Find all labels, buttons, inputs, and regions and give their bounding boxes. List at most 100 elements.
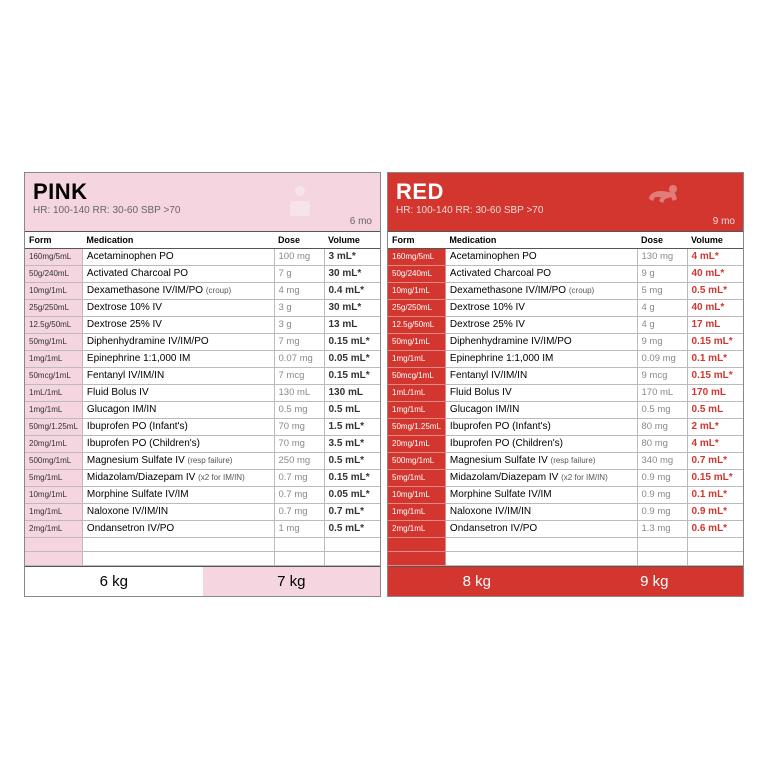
cell-volume: 0.15 mL* <box>324 367 380 384</box>
cell-dose: 100 mg <box>274 248 324 265</box>
table-row: 1mg/1mLEpinephrine 1:1,000 IM0.07 mg0.05… <box>25 350 380 367</box>
cell-volume: 0.5 mL* <box>324 452 380 469</box>
cell-dose: 9 mcg <box>637 367 687 384</box>
cell-dose: 0.7 mg <box>274 503 324 520</box>
cell-volume: 0.15 mL* <box>324 469 380 486</box>
cell-medication: Activated Charcoal PO <box>82 265 274 282</box>
cell-volume: 0.5 mL <box>687 401 743 418</box>
cell-dose: 0.07 mg <box>274 350 324 367</box>
cell-volume: 0.1 mL* <box>687 350 743 367</box>
cell-dose: 340 mg <box>637 452 687 469</box>
cell-medication: Fluid Bolus IV <box>445 384 637 401</box>
cell-form: 5mg/1mL <box>25 469 82 486</box>
cell-form: 20mg/1mL <box>388 435 445 452</box>
cell-volume: 30 mL* <box>324 265 380 282</box>
table-row: 1mg/1mLGlucagon IM/IN0.5 mg0.5 mL <box>388 401 743 418</box>
cell-form: 160mg/5mL <box>25 248 82 265</box>
cell-form: 1mg/1mL <box>388 503 445 520</box>
cell-volume: 0.7 mL* <box>324 503 380 520</box>
table-row: 500mg/1mLMagnesium Sulfate IV (resp fail… <box>25 452 380 469</box>
col-medication: Medication <box>445 231 637 248</box>
cell-form: 1mg/1mL <box>25 503 82 520</box>
cell-form: 50mg/1.25mL <box>388 418 445 435</box>
cell-volume: 4 mL* <box>687 248 743 265</box>
cell-dose: 3 g <box>274 299 324 316</box>
cell-medication: Dextrose 25% IV <box>82 316 274 333</box>
cell-medication: Ondansetron IV/PO <box>82 520 274 537</box>
cell-medication: Activated Charcoal PO <box>445 265 637 282</box>
table-row: 5mg/1mLMidazolam/Diazepam IV (x2 for IM/… <box>25 469 380 486</box>
dosing-card: PINK HR: 100-140 RR: 30-60 SBP >70 6 mo … <box>24 172 744 597</box>
infant-icon <box>280 181 320 221</box>
cell-form: 50mg/1.25mL <box>25 418 82 435</box>
table-row: 160mg/5mLAcetaminophen PO130 mg4 mL* <box>388 248 743 265</box>
table-row: 50mg/1mLDiphenhydramine IV/IM/PO9 mg0.15… <box>388 333 743 350</box>
footer-red: 8 kg 9 kg <box>388 566 743 596</box>
crawling-baby-icon <box>643 181 683 221</box>
age-label: 6 mo <box>350 216 372 227</box>
table-row-blank <box>388 551 743 565</box>
cell-medication: Ibuprofen PO (Children's) <box>82 435 274 452</box>
table-row: 25g/250mLDextrose 10% IV3 g30 mL* <box>25 299 380 316</box>
table-row-blank <box>388 537 743 551</box>
cell-volume: 0.5 mL* <box>687 282 743 299</box>
cell-medication: Fentanyl IV/IM/IN <box>82 367 274 384</box>
cell-dose: 1.3 mg <box>637 520 687 537</box>
cell-form: 10mg/1mL <box>388 282 445 299</box>
cell-dose: 7 mg <box>274 333 324 350</box>
cell-volume: 3 mL* <box>324 248 380 265</box>
cell-volume: 0.9 mL* <box>687 503 743 520</box>
cell-dose: 0.9 mg <box>637 503 687 520</box>
table-row: 50mcg/1mLFentanyl IV/IM/IN7 mcg0.15 mL* <box>25 367 380 384</box>
cell-volume: 3.5 mL* <box>324 435 380 452</box>
cell-medication: Dextrose 10% IV <box>82 299 274 316</box>
table-row: 50g/240mLActivated Charcoal PO9 g40 mL* <box>388 265 743 282</box>
cell-form: 50mcg/1mL <box>388 367 445 384</box>
cell-medication: Naloxone IV/IM/IN <box>82 503 274 520</box>
cell-volume: 40 mL* <box>687 265 743 282</box>
cell-volume: 0.15 mL* <box>687 367 743 384</box>
panel-title: PINK <box>33 179 372 205</box>
panel-header-red: RED HR: 100-140 RR: 30-60 SBP >70 9 mo <box>388 173 743 231</box>
cell-volume: 0.6 mL* <box>687 520 743 537</box>
cell-medication: Diphenhydramine IV/IM/PO <box>445 333 637 350</box>
cell-volume: 17 mL <box>687 316 743 333</box>
cell-medication: Midazolam/Diazepam IV (x2 for IM/IN) <box>82 469 274 486</box>
cell-volume: 1.5 mL* <box>324 418 380 435</box>
cell-form: 25g/250mL <box>25 299 82 316</box>
cell-form: 500mg/1mL <box>25 452 82 469</box>
tbody-pink: 160mg/5mLAcetaminophen PO100 mg3 mL*50g/… <box>25 248 380 565</box>
cell-dose: 0.7 mg <box>274 486 324 503</box>
table-row: 50mg/1mLDiphenhydramine IV/IM/PO7 mg0.15… <box>25 333 380 350</box>
cell-dose: 7 mcg <box>274 367 324 384</box>
table-row: 50mg/1.25mLIbuprofen PO (Infant's)70 mg1… <box>25 418 380 435</box>
cell-dose: 70 mg <box>274 435 324 452</box>
table-row: 10mg/1mLMorphine Sulfate IV/IM0.9 mg0.1 … <box>388 486 743 503</box>
cell-dose: 0.7 mg <box>274 469 324 486</box>
table-row: 50mg/1.25mLIbuprofen PO (Infant's)80 mg2… <box>388 418 743 435</box>
cell-form: 1mg/1mL <box>25 350 82 367</box>
cell-medication: Dexamethasone IV/IM/PO (croup) <box>82 282 274 299</box>
table-row: 1mg/1mLNaloxone IV/IM/IN0.7 mg0.7 mL* <box>25 503 380 520</box>
cell-volume: 0.05 mL* <box>324 350 380 367</box>
cell-medication: Acetaminophen PO <box>445 248 637 265</box>
cell-medication: Dextrose 25% IV <box>445 316 637 333</box>
cell-form: 50g/240mL <box>388 265 445 282</box>
tbody-red: 160mg/5mLAcetaminophen PO130 mg4 mL*50g/… <box>388 248 743 565</box>
cell-volume: 0.5 mL <box>324 401 380 418</box>
cell-dose: 80 mg <box>637 435 687 452</box>
cell-volume: 0.15 mL* <box>324 333 380 350</box>
table-row: 12.5g/50mLDextrose 25% IV3 g13 mL <box>25 316 380 333</box>
cell-volume: 0.05 mL* <box>324 486 380 503</box>
cell-medication: Fentanyl IV/IM/IN <box>445 367 637 384</box>
cell-form: 1mg/1mL <box>388 350 445 367</box>
col-medication: Medication <box>82 231 274 248</box>
cell-dose: 170 mL <box>637 384 687 401</box>
cell-dose: 0.9 mg <box>637 469 687 486</box>
table-row: 20mg/1mLIbuprofen PO (Children's)80 mg4 … <box>388 435 743 452</box>
cell-dose: 4 g <box>637 299 687 316</box>
cell-medication: Fluid Bolus IV <box>82 384 274 401</box>
cell-medication: Acetaminophen PO <box>82 248 274 265</box>
table-row: 1mg/1mLNaloxone IV/IM/IN0.9 mg0.9 mL* <box>388 503 743 520</box>
cell-form: 1mg/1mL <box>388 401 445 418</box>
